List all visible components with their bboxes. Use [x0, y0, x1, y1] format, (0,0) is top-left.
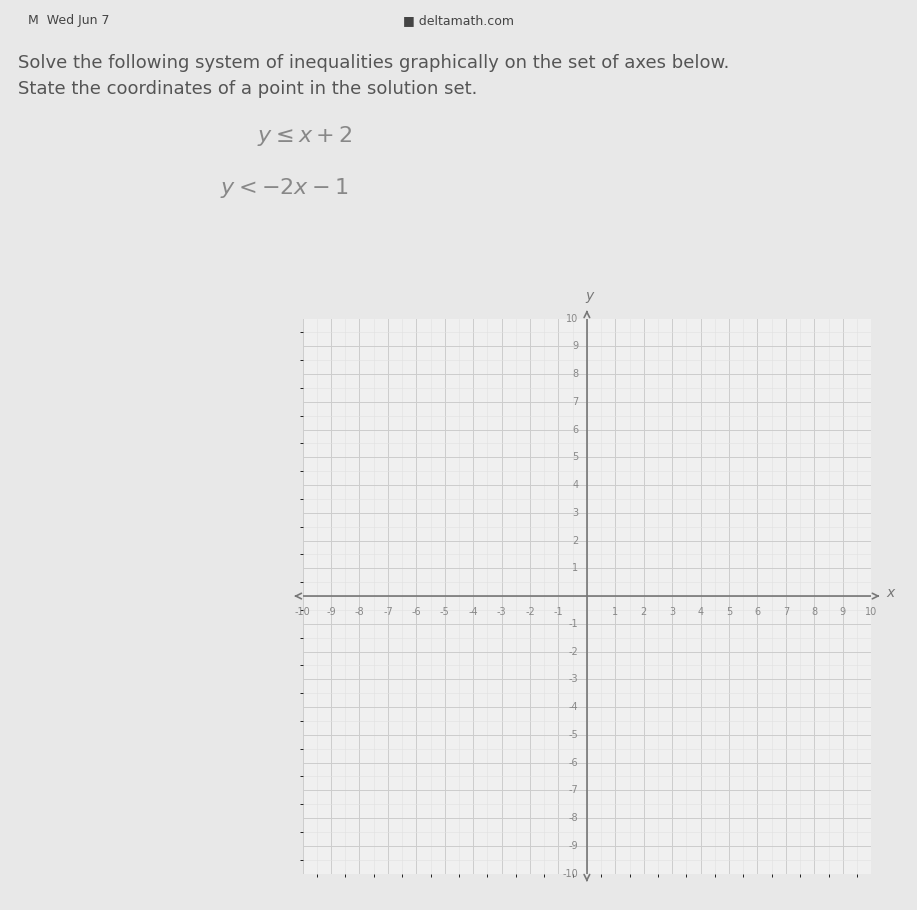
Text: -5: -5	[569, 730, 579, 740]
Text: 9: 9	[840, 607, 845, 617]
Text: -8: -8	[355, 607, 364, 617]
Text: M  Wed Jun 7: M Wed Jun 7	[28, 14, 109, 27]
Text: 10: 10	[865, 607, 878, 617]
Text: -1: -1	[569, 619, 579, 629]
Text: -2: -2	[569, 647, 579, 656]
Text: -4: -4	[569, 703, 579, 712]
Text: 3: 3	[669, 607, 675, 617]
Text: 6: 6	[572, 425, 579, 434]
Text: -3: -3	[497, 607, 506, 617]
Text: 1: 1	[613, 607, 618, 617]
Text: -6: -6	[569, 758, 579, 767]
Text: 5: 5	[572, 452, 579, 462]
Text: -3: -3	[569, 674, 579, 684]
Text: 8: 8	[812, 607, 817, 617]
Text: 2: 2	[572, 536, 579, 545]
Text: $y < -2x - 1$: $y < -2x - 1$	[220, 176, 348, 199]
Text: 7: 7	[572, 397, 579, 407]
Text: ■ deltamath.com: ■ deltamath.com	[403, 14, 514, 27]
Text: 9: 9	[572, 341, 579, 351]
Text: x: x	[887, 586, 895, 601]
Text: 3: 3	[572, 508, 579, 518]
Text: -7: -7	[569, 785, 579, 795]
Text: Solve the following system of inequalities graphically on the set of axes below.: Solve the following system of inequaliti…	[18, 54, 730, 72]
Text: 7: 7	[783, 607, 789, 617]
Text: -6: -6	[412, 607, 421, 617]
Text: State the coordinates of a point in the solution set.: State the coordinates of a point in the …	[18, 80, 478, 98]
Text: -10: -10	[294, 607, 311, 617]
Text: 2: 2	[641, 607, 646, 617]
Text: -10: -10	[563, 869, 579, 878]
Text: -5: -5	[440, 607, 449, 617]
Text: -4: -4	[469, 607, 478, 617]
Text: -8: -8	[569, 814, 579, 823]
Text: 8: 8	[572, 369, 579, 379]
Text: 6: 6	[755, 607, 760, 617]
Text: 4: 4	[698, 607, 703, 617]
Text: -1: -1	[554, 607, 563, 617]
Text: y: y	[586, 289, 594, 303]
Text: 4: 4	[572, 480, 579, 490]
Text: -7: -7	[383, 607, 392, 617]
Text: -9: -9	[569, 841, 579, 851]
Text: 10: 10	[566, 314, 579, 323]
Text: $y \leq x + 2$: $y \leq x + 2$	[257, 124, 352, 147]
Text: -2: -2	[525, 607, 535, 617]
Text: 5: 5	[726, 607, 732, 617]
Text: -9: -9	[326, 607, 336, 617]
Text: 1: 1	[572, 563, 579, 573]
